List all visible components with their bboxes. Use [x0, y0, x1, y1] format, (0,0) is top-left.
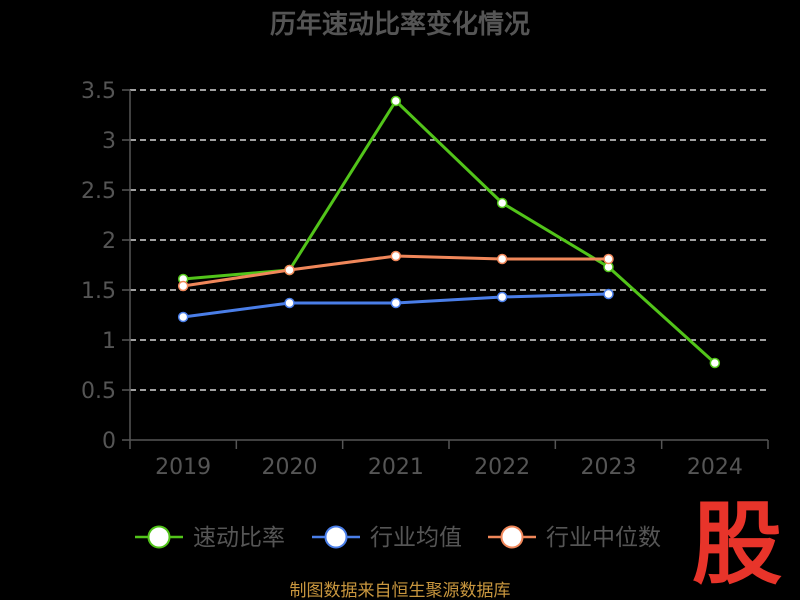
stock-logo: 股: [692, 492, 782, 597]
legend: 速动比率 行业均值 行业中位数: [135, 525, 661, 551]
data-point: [177, 280, 189, 292]
x-tick-label: 2024: [687, 455, 743, 480]
data-point: [177, 311, 189, 323]
y-tick-label: 3.5: [81, 79, 116, 104]
series-1: [177, 288, 614, 323]
x-axis-ticks: 2019 2020 2021 2022 2023 2024: [129, 440, 769, 480]
source-note: 制图数据来自恒生聚源数据库: [290, 581, 511, 600]
y-tick-label: 2.5: [81, 179, 116, 204]
data-point: [603, 253, 614, 265]
legend-label: 速动比率: [193, 525, 285, 551]
chart-title: 历年速动比率变化情况: [270, 9, 530, 40]
legend-label: 行业中位数: [546, 525, 661, 551]
legend-item: 行业中位数: [488, 525, 661, 551]
legend-item: 速动比率: [135, 525, 285, 551]
data-point: [603, 288, 614, 300]
legend-marker: [500, 525, 524, 549]
y-tick-label: 2: [102, 229, 116, 254]
data-point: [496, 291, 508, 303]
data-point: [284, 264, 295, 276]
x-tick-label: 2023: [581, 455, 637, 480]
legend-label: 行业均值: [370, 525, 462, 551]
series-2: [177, 250, 614, 292]
axes: [129, 90, 768, 441]
legend-marker: [147, 525, 171, 549]
data-point: [709, 357, 721, 369]
y-tick-label: 3: [102, 129, 116, 154]
y-tick-label: 1.5: [81, 279, 116, 304]
x-tick-label: 2022: [474, 455, 530, 480]
y-tick-label: 0.5: [81, 379, 116, 404]
data-point: [390, 250, 402, 262]
y-axis-ticks: 0 0.5 1 1.5 2 2.5 3 3.5: [81, 79, 130, 454]
y-tick-label: 1: [102, 329, 116, 354]
data-point: [390, 95, 402, 107]
x-tick-label: 2021: [368, 455, 424, 480]
x-tick-label: 2020: [262, 455, 318, 480]
series-0: [177, 95, 721, 369]
y-tick-label: 0: [102, 429, 116, 454]
legend-item: 行业均值: [312, 525, 462, 551]
data-point: [496, 253, 508, 265]
series-lines: [177, 95, 721, 369]
x-tick-label: 2019: [155, 455, 211, 480]
data-point: [496, 197, 508, 209]
legend-marker: [324, 525, 348, 549]
grid-lines: [130, 89, 768, 391]
data-point: [284, 297, 295, 309]
data-point: [390, 297, 402, 309]
